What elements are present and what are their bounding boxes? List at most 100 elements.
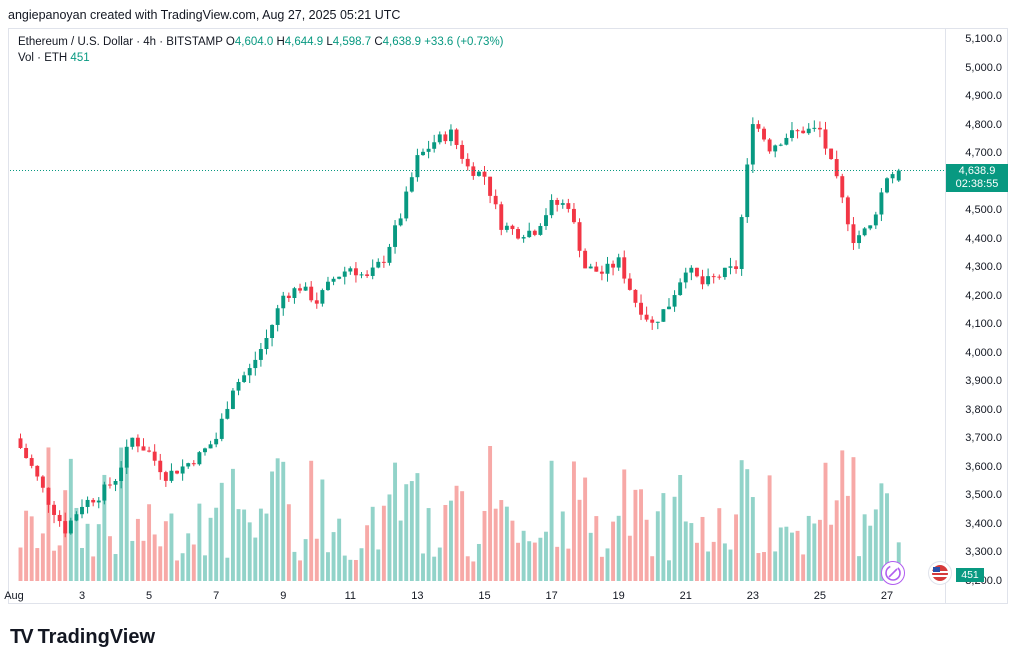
candle-body[interactable] bbox=[566, 203, 571, 209]
candle-body[interactable] bbox=[482, 171, 487, 177]
candle-body[interactable] bbox=[829, 148, 834, 160]
candle-body[interactable] bbox=[588, 266, 593, 269]
candle-body[interactable] bbox=[107, 484, 112, 486]
candle-body[interactable] bbox=[493, 195, 498, 205]
candle-body[interactable] bbox=[672, 295, 677, 307]
candle-body[interactable] bbox=[236, 382, 241, 391]
candle-body[interactable] bbox=[460, 144, 465, 159]
candle-body[interactable] bbox=[694, 267, 699, 277]
candle-body[interactable] bbox=[544, 215, 548, 226]
candle-body[interactable] bbox=[711, 276, 716, 278]
candle-body[interactable] bbox=[230, 390, 235, 409]
candle-body[interactable] bbox=[823, 129, 828, 149]
candle-body[interactable] bbox=[270, 324, 275, 339]
candle-body[interactable] bbox=[191, 463, 196, 465]
candle-body[interactable] bbox=[376, 261, 381, 268]
candle-body[interactable] bbox=[421, 151, 425, 156]
candle-body[interactable] bbox=[208, 444, 213, 449]
candle-body[interactable] bbox=[398, 218, 403, 226]
candle-body[interactable] bbox=[689, 267, 694, 273]
candle-body[interactable] bbox=[281, 295, 286, 309]
candle-body[interactable] bbox=[728, 266, 733, 268]
candle-body[interactable] bbox=[700, 276, 705, 285]
candle-body[interactable] bbox=[437, 134, 442, 143]
candle-body[interactable] bbox=[571, 208, 576, 223]
candle-body[interactable] bbox=[504, 225, 509, 230]
candle-body[interactable] bbox=[499, 204, 504, 230]
symbol-title[interactable]: Ethereum / U.S. Dollar · 4h · BITSTAMP bbox=[18, 36, 223, 48]
candle-body[interactable] bbox=[365, 274, 370, 276]
candle-body[interactable] bbox=[426, 148, 431, 152]
candle-body[interactable] bbox=[471, 166, 476, 176]
candle-body[interactable] bbox=[762, 128, 766, 140]
ideas-icon[interactable] bbox=[881, 561, 905, 585]
candle-body[interactable] bbox=[52, 504, 57, 515]
candle-body[interactable] bbox=[683, 272, 688, 283]
candle-body[interactable] bbox=[879, 192, 884, 215]
candle-body[interactable] bbox=[203, 448, 207, 453]
candle-body[interactable] bbox=[678, 282, 683, 296]
candle-body[interactable] bbox=[516, 229, 520, 239]
candle-body[interactable] bbox=[555, 199, 560, 205]
candle-body[interactable] bbox=[40, 476, 45, 488]
candle-body[interactable] bbox=[432, 142, 437, 149]
candle-body[interactable] bbox=[812, 127, 817, 129]
candle-body[interactable] bbox=[532, 230, 537, 235]
candle-body[interactable] bbox=[862, 228, 867, 236]
candle-body[interactable] bbox=[633, 289, 638, 303]
candle-body[interactable] bbox=[465, 158, 470, 167]
candle-body[interactable] bbox=[353, 268, 358, 276]
candle-body[interactable] bbox=[510, 225, 515, 230]
candle-body[interactable] bbox=[443, 134, 448, 142]
candle-body[interactable] bbox=[264, 338, 269, 350]
candle-body[interactable] bbox=[214, 438, 219, 445]
candle-body[interactable] bbox=[644, 314, 649, 320]
candle-body[interactable] bbox=[326, 281, 330, 291]
candle-body[interactable] bbox=[739, 217, 744, 269]
candle-body[interactable] bbox=[180, 466, 185, 474]
candle-body[interactable] bbox=[163, 472, 168, 481]
candle-body[interactable] bbox=[331, 278, 336, 282]
candle-body[interactable] bbox=[851, 224, 856, 244]
price-scale[interactable] bbox=[945, 28, 1008, 604]
candle-body[interactable] bbox=[370, 267, 375, 276]
candle-body[interactable] bbox=[834, 159, 839, 177]
candle-body[interactable] bbox=[35, 465, 40, 477]
candle-body[interactable] bbox=[661, 309, 666, 322]
candle-body[interactable] bbox=[773, 145, 778, 152]
candle-body[interactable] bbox=[57, 514, 62, 522]
candle-body[interactable] bbox=[717, 276, 722, 278]
candle-body[interactable] bbox=[130, 437, 135, 447]
candle-body[interactable] bbox=[611, 263, 616, 268]
candle-body[interactable] bbox=[29, 458, 34, 466]
candle-body[interactable] bbox=[80, 506, 84, 515]
candle-body[interactable] bbox=[476, 171, 481, 176]
candle-body[interactable] bbox=[790, 130, 794, 138]
candle-body[interactable] bbox=[147, 450, 152, 452]
candle-body[interactable] bbox=[756, 124, 761, 129]
candle-body[interactable] bbox=[454, 129, 459, 145]
candle-body[interactable] bbox=[292, 288, 297, 298]
candle-body[interactable] bbox=[409, 177, 414, 192]
candle-body[interactable] bbox=[298, 288, 302, 291]
candle-body[interactable] bbox=[381, 261, 386, 263]
candle-body[interactable] bbox=[767, 139, 772, 152]
candle-body[interactable] bbox=[560, 203, 565, 205]
candle-body[interactable] bbox=[655, 321, 660, 323]
candle-body[interactable] bbox=[885, 178, 889, 193]
candle-body[interactable] bbox=[622, 257, 627, 279]
candle-body[interactable] bbox=[102, 484, 107, 501]
candle-body[interactable] bbox=[488, 176, 493, 196]
candle-body[interactable] bbox=[527, 230, 532, 238]
candle-body[interactable] bbox=[734, 266, 739, 269]
candle-body[interactable] bbox=[158, 460, 163, 473]
candle-body[interactable] bbox=[393, 225, 398, 247]
candle-body[interactable] bbox=[96, 500, 101, 503]
candle-body[interactable] bbox=[639, 302, 643, 315]
candle-body[interactable] bbox=[124, 446, 129, 468]
candle-body[interactable] bbox=[18, 438, 23, 448]
candle-body[interactable] bbox=[253, 359, 258, 369]
candle-body[interactable] bbox=[650, 319, 655, 323]
candle-body[interactable] bbox=[845, 197, 850, 225]
